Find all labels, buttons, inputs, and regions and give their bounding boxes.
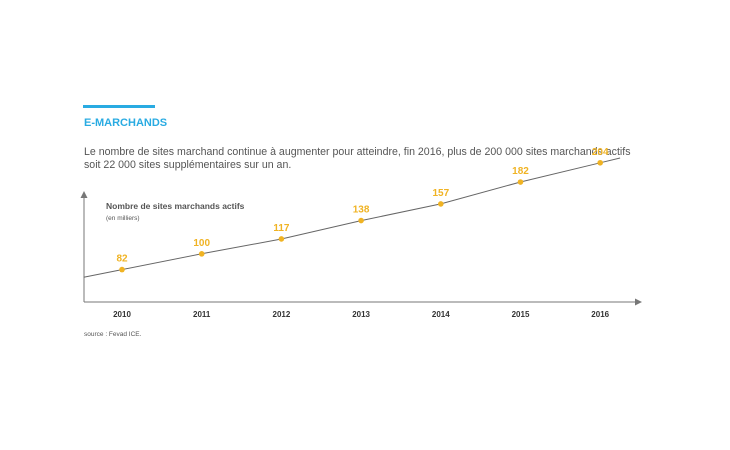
section-accent-bar xyxy=(83,105,155,108)
x-axis-arrow xyxy=(635,298,642,306)
intro-text: Le nombre de sites marchand continue à a… xyxy=(84,146,664,172)
chart-series: 82 100 117 138 157 182 204 xyxy=(83,147,621,278)
data-label-2015: 182 xyxy=(512,166,529,177)
data-point-2011 xyxy=(198,251,205,257)
x-tick-label-2015: 2015 xyxy=(512,310,530,319)
data-label-2012: 117 xyxy=(273,223,290,234)
data-point-2014 xyxy=(438,201,444,207)
intro-line-1: Le nombre de sites marchand continue à a… xyxy=(84,146,631,158)
data-label-2013: 138 xyxy=(353,205,370,216)
data-point-2010 xyxy=(119,266,125,273)
series-line xyxy=(83,157,621,278)
data-label-2011: 100 xyxy=(193,238,210,249)
source-note: source : Fevad ICE. xyxy=(84,331,142,338)
data-point-2015 xyxy=(517,179,524,185)
data-point-2012 xyxy=(278,236,285,242)
chart-title: Nombre de sites marchands actifs xyxy=(106,201,245,211)
data-point-2016 xyxy=(597,159,603,166)
x-tick-label-2014: 2014 xyxy=(432,310,450,319)
x-tick-label-2013: 2013 xyxy=(352,310,370,319)
x-axis-tick-labels: 2010 2011 2012 2013 2014 2015 2016 xyxy=(113,310,610,319)
chart-subtitle: (en milliers) xyxy=(106,215,140,222)
x-tick-label-2016: 2016 xyxy=(591,310,609,319)
chart-axes xyxy=(80,191,642,306)
x-tick-label-2012: 2012 xyxy=(273,310,291,319)
x-tick-label-2010: 2010 xyxy=(113,310,131,319)
x-tick-label-2011: 2011 xyxy=(193,310,211,319)
data-label-2014: 157 xyxy=(432,188,449,199)
data-label-2010: 82 xyxy=(116,254,128,265)
section-title: E-MARCHANDS xyxy=(84,117,168,129)
intro-line-2: soit 22 000 sites supplémentaires sur un… xyxy=(84,159,292,171)
data-label-2016: 204 xyxy=(592,147,609,158)
data-point-2013 xyxy=(358,217,364,224)
y-axis-arrow xyxy=(80,191,88,198)
